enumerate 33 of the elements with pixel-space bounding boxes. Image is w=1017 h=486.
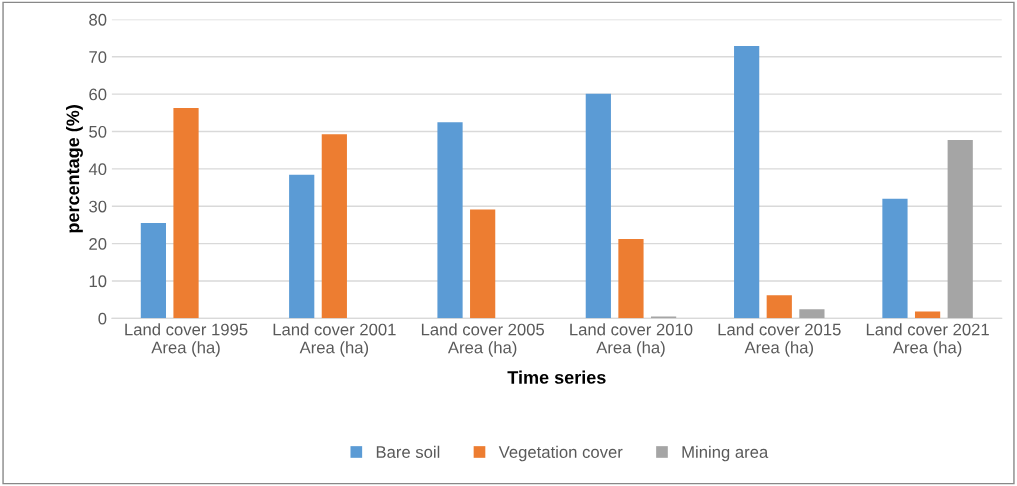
- y-tick-label: 10: [89, 275, 107, 288]
- bar: [321, 134, 347, 319]
- bar: [470, 209, 496, 319]
- y-tick-label: 70: [89, 51, 107, 63]
- x-tick-label: Land cover 2005 Area (ha): [421, 323, 545, 357]
- bar: [947, 140, 973, 319]
- y-tick-label: 40: [88, 163, 107, 176]
- x-tick-label: Land cover 2021 Area (ha): [866, 323, 989, 357]
- bar: [585, 93, 611, 319]
- y-axis-title: percentage (%): [66, 105, 83, 233]
- bar: [437, 122, 463, 319]
- bar: [173, 107, 199, 319]
- legend-label: Bare soil: [376, 445, 440, 458]
- y-tick-label: 0: [98, 312, 107, 325]
- legend-label: Mining area: [682, 445, 769, 462]
- x-axis-title: Time series: [507, 370, 606, 384]
- bar: [766, 295, 792, 319]
- y-tick-label: 50: [89, 125, 107, 138]
- x-tick-label: Land cover 2001 Area (ha): [273, 323, 396, 357]
- legend-label: Vegetation cover: [498, 445, 623, 462]
- y-tick-label: 80: [89, 13, 107, 26]
- x-tick-label: Land cover 2015 Area (ha): [718, 323, 841, 357]
- x-tick-label: Land cover 2010 Area (ha): [570, 323, 693, 357]
- bar: [734, 45, 760, 319]
- bar: [140, 223, 166, 319]
- y-tick-label: 30: [89, 200, 107, 213]
- bar: [618, 239, 644, 319]
- x-tick-label: Land cover 1995 Area (ha): [125, 323, 248, 357]
- bar: [289, 174, 315, 319]
- bar: [882, 198, 908, 319]
- bar: [799, 309, 825, 319]
- y-tick-label: 20: [89, 238, 107, 250]
- y-tick-label: 60: [89, 88, 107, 101]
